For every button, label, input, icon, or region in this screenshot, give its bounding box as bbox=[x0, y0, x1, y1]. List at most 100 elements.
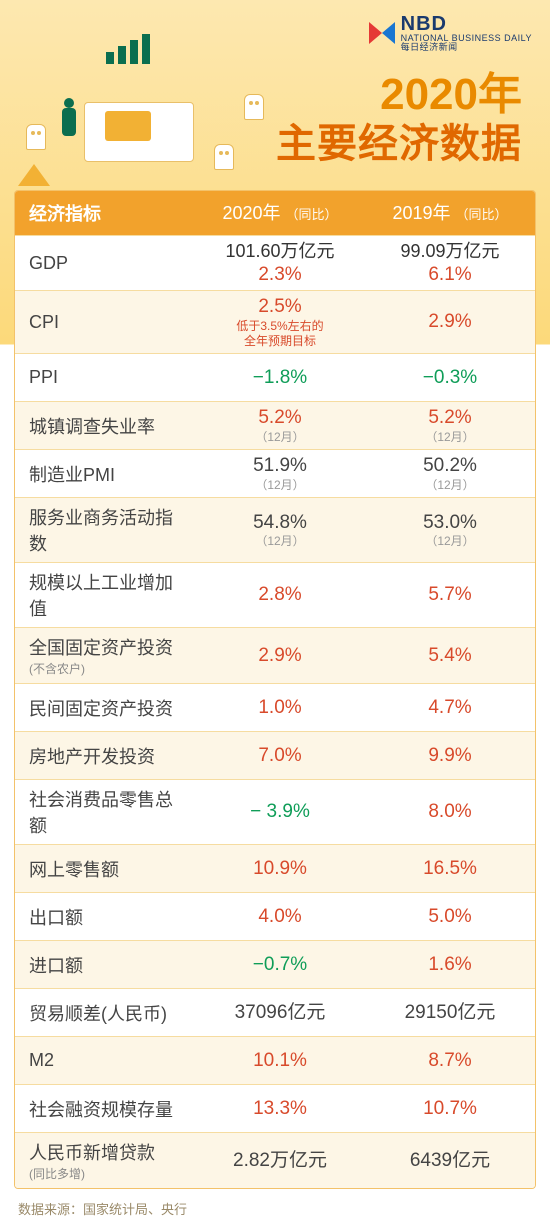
row-label-sub: (同比多增) bbox=[29, 1165, 185, 1182]
row-label: 出口额 bbox=[15, 898, 195, 936]
table-cell: 5.2%（12月） bbox=[195, 402, 365, 449]
cell-main: −0.3% bbox=[371, 366, 529, 390]
cell-main: 4.0% bbox=[201, 905, 359, 929]
table-cell: 4.7% bbox=[365, 692, 535, 724]
cell-top: 101.60万亿元 bbox=[201, 240, 359, 263]
table-cell: 5.4% bbox=[365, 640, 535, 672]
cell-main: 8.0% bbox=[371, 800, 529, 824]
cell-main: 6439亿元 bbox=[371, 1149, 529, 1173]
cell-top: 99.09万亿元 bbox=[371, 240, 529, 263]
table-cell: 37096亿元 bbox=[195, 997, 365, 1029]
row-label-sub: (不含农户) bbox=[29, 660, 185, 677]
cell-main: 54.8% bbox=[201, 511, 359, 535]
cell-main: 1.0% bbox=[201, 696, 359, 720]
logo-icon bbox=[369, 20, 395, 46]
data-source: 数据来源：国家统计局、央行 bbox=[18, 1199, 532, 1218]
table-row: 进口额−0.7%1.6% bbox=[15, 940, 535, 988]
table-cell: 53.0%（12月） bbox=[365, 507, 535, 554]
cell-main: −1.8% bbox=[201, 366, 359, 390]
cell-month: （12月） bbox=[201, 430, 359, 445]
brand-sub: 每日经济新闻 bbox=[401, 43, 532, 52]
row-label: 房地产开发投资 bbox=[15, 737, 195, 775]
table-row: 民间固定资产投资1.0% 4.7% bbox=[15, 683, 535, 731]
row-label: PPI bbox=[15, 361, 195, 394]
cell-main: 2.5% bbox=[201, 295, 359, 319]
cell-main: 37096亿元 bbox=[201, 1001, 359, 1025]
cell-main: 2.9% bbox=[201, 644, 359, 668]
cell-main: 29150亿元 bbox=[371, 1001, 529, 1025]
row-label: 进口额 bbox=[15, 946, 195, 984]
table-cell: −0.7% bbox=[195, 949, 365, 981]
table-cell: 5.2%（12月） bbox=[365, 402, 535, 449]
row-label: 民间固定资产投资 bbox=[15, 689, 195, 727]
table-cell: 1.6% bbox=[365, 949, 535, 981]
table-header-row: 经济指标 2020年 （同比） 2019年 （同比） bbox=[15, 191, 535, 235]
row-label: 规模以上工业增加值 bbox=[15, 563, 195, 627]
row-label: CPI bbox=[15, 306, 195, 339]
table-row: 出口额4.0% 5.0% bbox=[15, 892, 535, 940]
row-label: 服务业商务活动指数 bbox=[15, 498, 195, 562]
table-row: 网上零售额10.9%16.5% bbox=[15, 844, 535, 892]
table-cell: 8.0% bbox=[365, 796, 535, 828]
table-cell: 7.0% bbox=[195, 740, 365, 772]
table-cell: 29150亿元 bbox=[365, 997, 535, 1029]
header: NBD NATIONAL BUSINESS DAILY 每日经济新闻 2020年… bbox=[0, 0, 550, 190]
table-cell: 6439亿元 bbox=[365, 1145, 535, 1177]
table-cell: 9.9% bbox=[365, 740, 535, 772]
cell-main: 5.2% bbox=[371, 406, 529, 430]
cell-main: 6.1% bbox=[371, 263, 529, 287]
title-line1: 2020年 bbox=[276, 70, 522, 121]
cell-main: 9.9% bbox=[371, 744, 529, 768]
table-row: 城镇调查失业率5.2%（12月）5.2%（12月） bbox=[15, 401, 535, 449]
table-cell: 10.9% bbox=[195, 853, 365, 885]
cell-main: 53.0% bbox=[371, 511, 529, 535]
table-cell: 2.5%低于3.5%左右的全年预期目标 bbox=[195, 291, 365, 353]
cell-main: 2.9% bbox=[371, 310, 529, 334]
title-line2: 主要经济数据 bbox=[276, 121, 522, 167]
cell-main: 5.0% bbox=[371, 905, 529, 929]
cell-main: 2.82万亿元 bbox=[201, 1149, 359, 1173]
cell-month: （12月） bbox=[201, 534, 359, 549]
cell-main: 13.3% bbox=[201, 1097, 359, 1121]
row-label: 人民币新增贷款(同比多增) bbox=[15, 1133, 195, 1188]
table-row: 人民币新增贷款(同比多增)2.82万亿元 6439亿元 bbox=[15, 1132, 535, 1188]
table-cell: 2.82万亿元 bbox=[195, 1145, 365, 1177]
cell-month: （12月） bbox=[371, 478, 529, 493]
table-row: 制造业PMI51.9%（12月）50.2%（12月） bbox=[15, 449, 535, 497]
table-cell: 5.0% bbox=[365, 901, 535, 933]
table-cell: 50.2%（12月） bbox=[365, 450, 535, 497]
table-cell: −0.3% bbox=[365, 362, 535, 394]
infographic-container: NBD NATIONAL BUSINESS DAILY 每日经济新闻 2020年… bbox=[0, 0, 550, 1230]
table-cell: 16.5% bbox=[365, 853, 535, 885]
cell-main: 10.7% bbox=[371, 1097, 529, 1121]
table-cell: 99.09万亿元6.1% bbox=[365, 236, 535, 290]
cell-main: 5.2% bbox=[201, 406, 359, 430]
row-label: 网上零售额 bbox=[15, 850, 195, 888]
table-row: 社会融资规模存量13.3%10.7% bbox=[15, 1084, 535, 1132]
data-table: 经济指标 2020年 （同比） 2019年 （同比） GDP 101.60万亿元 2… bbox=[14, 190, 536, 1189]
table-row: 社会消费品零售总额− 3.9%8.0% bbox=[15, 779, 535, 844]
cell-main: 50.2% bbox=[371, 454, 529, 478]
cell-main: 5.4% bbox=[371, 644, 529, 668]
cell-note: 低于3.5%左右的 bbox=[201, 319, 359, 334]
brand-name: NBD bbox=[401, 14, 532, 34]
row-label: 贸易顺差(人民币) bbox=[15, 994, 195, 1032]
table-row: PPI−1.8% −0.3% bbox=[15, 353, 535, 401]
cell-main: 16.5% bbox=[371, 857, 529, 881]
cell-note: 全年预期目标 bbox=[201, 334, 359, 349]
cell-main: 2.8% bbox=[201, 583, 359, 607]
table-cell: −1.8% bbox=[195, 362, 365, 394]
table-row: 服务业商务活动指数54.8%（12月） 53.0%（12月） bbox=[15, 497, 535, 562]
table-cell: 10.1% bbox=[195, 1045, 365, 1077]
row-label: 城镇调查失业率 bbox=[15, 407, 195, 445]
row-label: M2 bbox=[15, 1044, 195, 1077]
row-label: GDP bbox=[15, 247, 195, 280]
table-cell: 2.9% bbox=[195, 640, 365, 672]
table-cell: 5.7% bbox=[365, 579, 535, 611]
table-row: 房地产开发投资7.0%9.9% bbox=[15, 731, 535, 779]
cell-main: 10.1% bbox=[201, 1049, 359, 1073]
table-cell: 13.3% bbox=[195, 1093, 365, 1125]
table-cell: 10.7% bbox=[365, 1093, 535, 1125]
cell-main: 4.7% bbox=[371, 696, 529, 720]
cell-main: 51.9% bbox=[201, 454, 359, 478]
